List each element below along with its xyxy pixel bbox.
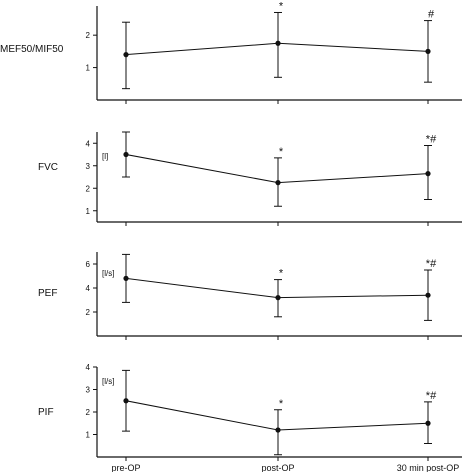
significance-mark: *# [426,134,437,146]
y-axis-label: PIF [38,407,54,418]
x-tick-label: 30 min post-OP [397,463,460,472]
data-point [123,151,129,158]
data-point [425,48,431,54]
data-point [275,40,281,46]
data-point [425,171,431,177]
y-tick-label: 2 [86,308,91,317]
significance-mark: * [279,268,284,280]
series-line [125,154,429,184]
y-axis-label: PEF [38,288,57,299]
data-point [123,52,129,58]
significance-mark: * [279,398,284,410]
y-tick-label: 1 [86,64,91,73]
data-point [425,292,431,298]
x-tick-label: pre-OP [111,463,140,472]
data-point [275,295,281,301]
series-line [125,400,429,431]
data-point [123,275,129,281]
unit-label: [l/s] [102,269,114,278]
significance-mark: * [279,146,284,158]
data-point [425,420,431,426]
data-point [275,180,281,186]
data-point [275,427,281,433]
x-tick-label: post-OP [261,463,294,472]
significance-mark: *# [426,390,437,402]
y-tick-label: 3 [86,386,91,395]
y-tick-label: 4 [86,139,91,148]
series-line [125,277,429,299]
y-tick-label: 4 [86,284,91,293]
data-point [123,398,129,404]
y-axis-label: FVC [38,162,58,173]
y-tick-label: 3 [86,162,91,171]
y-axis-label: MEF50/MIF50 [0,44,64,55]
significance-mark: # [428,9,435,21]
unit-label: [l/s] [102,377,114,386]
y-tick-label: 2 [86,408,91,417]
y-tick-label: 6 [86,260,91,269]
significance-mark: *# [426,258,437,270]
y-tick-label: 1 [86,431,91,440]
y-tick-label: 2 [86,184,91,193]
unit-label: [l] [102,152,108,161]
y-tick-label: 1 [86,207,91,216]
y-tick-label: 2 [86,31,91,40]
y-tick-label: 4 [86,363,91,372]
significance-mark: * [279,0,284,12]
